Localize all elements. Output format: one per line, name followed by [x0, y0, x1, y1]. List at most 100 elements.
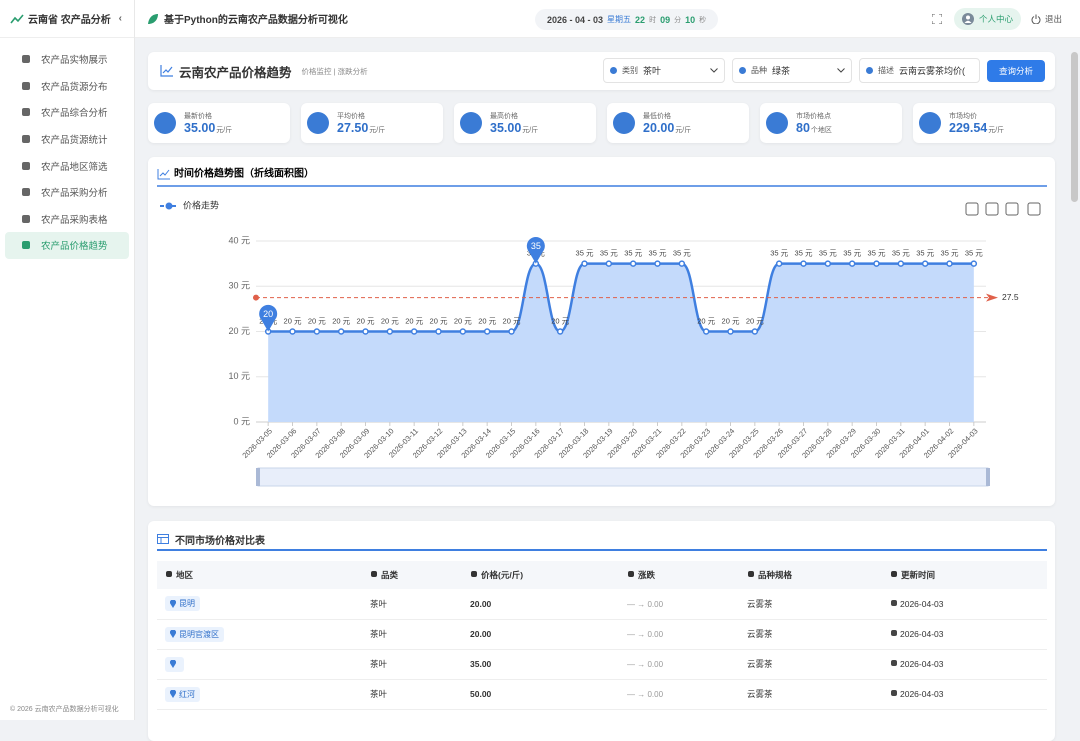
point: [824, 260, 832, 267]
cell-text: 2026-04-03: [900, 659, 944, 669]
toolbox-button[interactable]: [1005, 202, 1019, 216]
icon: [22, 108, 30, 117]
menu-item[interactable]: 农产品采购表格: [5, 206, 129, 233]
cell-text: 云雾茶: [747, 629, 773, 639]
menu-item-text: 农产品采购分析: [41, 188, 108, 200]
icon: [891, 630, 897, 636]
table-header-text: 涨跌: [638, 570, 656, 580]
cell-text: 茶叶: [370, 659, 388, 669]
icon: [22, 55, 30, 64]
cell-text: 50.00: [470, 689, 492, 699]
table-cell: 2026-04-03: [882, 589, 1047, 620]
cell-text: — → 0.00: [627, 630, 664, 639]
icon-shape: [22, 81, 30, 90]
table-cell: 云雾茶: [739, 679, 882, 710]
table-cell: 2026-04-03: [882, 649, 1047, 680]
mark-pin-label: 35: [531, 241, 541, 251]
query-button[interactable]: 查询分析: [987, 60, 1045, 82]
region-text: 红河: [179, 689, 195, 699]
point: [362, 328, 369, 335]
point: [654, 260, 661, 267]
value-label: 35 元: [892, 249, 910, 258]
user-center-button[interactable]: 个人中心: [954, 8, 1022, 30]
menu-item[interactable]: 农产品实物展示: [5, 46, 129, 73]
stat-label: 平均价格: [337, 113, 365, 120]
cell-text: 茶叶: [370, 598, 388, 609]
icon-shape: [891, 571, 897, 577]
toolbox-button[interactable]: [985, 202, 999, 216]
y-tick-label: 10 元: [228, 371, 250, 381]
icon-shape: [22, 55, 30, 64]
table-cell: 昆明: [157, 589, 362, 620]
clock: 2026 - 04 - 03 星期五 22 时 09 分 10 秒: [535, 9, 719, 30]
filter-select[interactable]: 品种 绿茶: [732, 58, 852, 83]
user-icon: [962, 13, 974, 25]
region-tag[interactable]: 昆明官渡区: [165, 626, 224, 642]
icon: [22, 188, 30, 197]
value-label: 35 元: [649, 249, 667, 258]
stat-unit: 个地区: [810, 127, 832, 134]
toolbox-button[interactable]: [1027, 202, 1041, 216]
cell-text: 茶叶: [370, 629, 388, 639]
pin-icon: [170, 660, 176, 668]
collapse-button[interactable]: ‹: [118, 13, 122, 24]
filter-select[interactable]: 类别 茶叶: [603, 58, 725, 83]
menu: 农产品实物展示 农产品货源分布 农产品综合分析 农产品货源统计 农产品地区筛选 农产品采购…: [0, 38, 134, 259]
mark-pin: [526, 236, 545, 264]
y-tick-label: 0 元: [233, 416, 250, 426]
point: [751, 328, 759, 335]
icon: [891, 571, 897, 577]
table-cell: 云雾茶: [739, 649, 882, 680]
region-tag[interactable]: [165, 656, 184, 672]
table-cell: 红河: [157, 679, 362, 710]
icon-shape: [471, 571, 477, 577]
stat-unit: 元/斤: [988, 127, 1005, 134]
menu-item[interactable]: 农产品综合分析: [5, 99, 129, 126]
value-label: 35 元: [576, 249, 594, 258]
icon: [471, 571, 477, 577]
value-label: 35 元: [843, 249, 861, 258]
fullscreen-icon[interactable]: [932, 14, 942, 24]
region-tag[interactable]: 昆明: [165, 596, 200, 612]
menu-item[interactable]: 农产品货源统计: [5, 126, 129, 153]
table-row: 昆明官渡区 茶叶 20.00 — → 0.00 云雾茶 2026-04-03: [157, 619, 1047, 650]
region-tag[interactable]: 红河: [165, 686, 200, 702]
toolbox-button[interactable]: [965, 202, 979, 216]
scrollbar[interactable]: [1071, 52, 1078, 202]
zoom-handle-right[interactable]: [986, 468, 990, 486]
value-label: 35 元: [624, 249, 642, 258]
filter-select[interactable]: 描述 云南云雾茶均价(: [859, 58, 980, 83]
filter-icon: [866, 67, 873, 74]
stat-text: 市场均价 229.54元/斤: [949, 111, 1004, 135]
point: [313, 328, 321, 335]
power-icon: [1031, 14, 1041, 24]
cell-text: — → 0.00: [627, 690, 664, 699]
menu-item[interactable]: 农产品采购分析: [5, 179, 129, 206]
value-label: 20 元: [503, 316, 521, 325]
footer: © 2026 云南农产品数据分析可视化: [10, 706, 119, 713]
pin-icon: [170, 630, 176, 638]
menu-item[interactable]: 农产品货源分布: [5, 73, 129, 100]
cell-text: 2026-04-03: [900, 689, 944, 699]
logout-button[interactable]: 退出: [1031, 8, 1062, 30]
stat-unit: 元/斤: [369, 127, 386, 134]
menu-item[interactable]: 农产品价格趋势: [5, 232, 129, 259]
table-cell: 20.00: [462, 619, 619, 650]
pin-icon: [170, 599, 176, 608]
table-cell: 云雾茶: [739, 619, 882, 650]
table-cell: 茶叶: [362, 649, 462, 680]
value-label: 20 元: [697, 316, 715, 325]
clock-number: 09: [660, 14, 671, 25]
zoom-handle-left[interactable]: [256, 468, 260, 486]
zoom-slider[interactable]: [257, 467, 989, 487]
area: [268, 263, 974, 422]
stat-unit: 元/斤: [216, 127, 233, 134]
page-header: 云南农产品价格趋势 价格监控 | 涨跌分析 查询分析 类别 茶叶 品种 绿茶 描述 云南云…: [148, 52, 1055, 90]
table-header-text: 更新时间: [901, 570, 936, 580]
header-title-text: 基于Python的云南农产品数据分析可视化: [164, 15, 348, 26]
table-cell: — → 0.00: [619, 619, 739, 650]
cell-text: 20.00: [470, 598, 492, 609]
table-header-text: 地区: [176, 570, 194, 580]
table-header-cell: 更新时间: [882, 561, 1047, 589]
menu-item[interactable]: 农产品地区筛选: [5, 152, 129, 179]
